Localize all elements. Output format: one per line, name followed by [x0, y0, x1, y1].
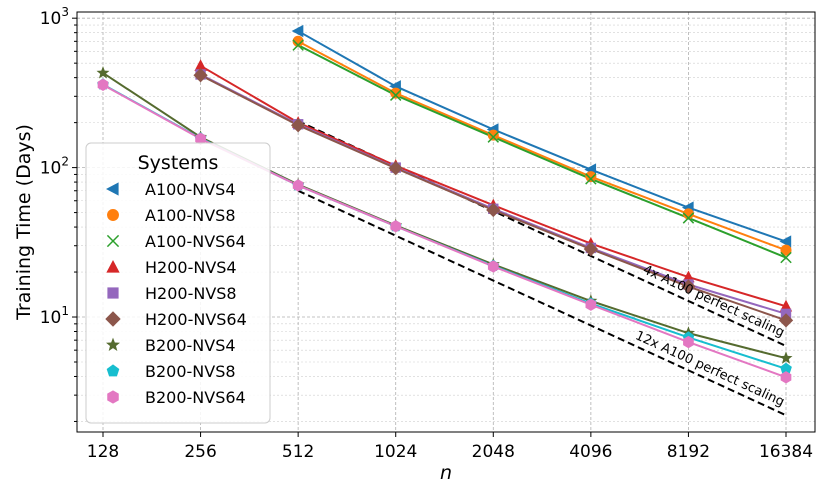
- x-tick-label: 8192: [667, 442, 710, 462]
- y-tick-label: 103: [40, 5, 69, 29]
- x-tick-label: 1024: [374, 442, 417, 462]
- x-tick-label: 4096: [569, 442, 612, 462]
- legend-entry: A100-NVS8: [107, 206, 236, 225]
- x-stroke: [106, 234, 120, 248]
- data-point: [107, 209, 119, 221]
- data-point: [681, 279, 696, 294]
- data-point: [780, 371, 792, 384]
- legend-entry: H200-NVS4: [106, 258, 237, 277]
- data-point: [779, 235, 792, 248]
- data-point: [780, 244, 792, 256]
- data-point: [585, 173, 597, 185]
- data-point: [106, 234, 120, 248]
- data-point: [390, 220, 402, 233]
- y-tick-label: 101: [40, 304, 69, 328]
- data-point: [778, 313, 794, 328]
- data-point: [106, 364, 120, 377]
- legend-entry: H200-NVS8: [107, 284, 237, 303]
- x-stroke: [780, 251, 792, 264]
- data-point: [780, 362, 792, 374]
- y-tick-label: 102: [40, 155, 69, 179]
- legend-entry: A100-NVS4: [106, 180, 236, 199]
- data-point: [486, 202, 501, 218]
- x-tick-label: 128: [87, 442, 119, 462]
- legend-entry: B200-NVS4: [106, 336, 236, 355]
- legend-entries: A100-NVS4 A100-NVS8 A100-NVS64 H200-NVS4 H20…: [105, 180, 247, 407]
- x-axis-ticks: 128 256 512 1024 2048 4096 8192 16384: [87, 432, 813, 462]
- reference-line: [297, 189, 787, 417]
- plot-frame: [76, 11, 816, 433]
- data-point: [292, 179, 304, 192]
- x-axis-label: n: [440, 462, 452, 484]
- data-point: [583, 241, 599, 257]
- data-point: [107, 390, 119, 404]
- legend-label: A100-NVS4: [145, 180, 236, 199]
- legend-title: Systems: [138, 152, 219, 174]
- x-stroke: [682, 212, 695, 224]
- data-point: [585, 298, 597, 311]
- x-stroke: [292, 39, 304, 51]
- data-point: [291, 24, 304, 38]
- data-point: [107, 287, 119, 299]
- data-point: [487, 129, 499, 141]
- data-point: [780, 251, 792, 264]
- data-point: [487, 131, 500, 143]
- data-point: [105, 311, 121, 327]
- x-tick-label: 256: [184, 442, 216, 462]
- x-tick-label: 512: [282, 442, 314, 462]
- legend-label: A100-NVS64: [145, 232, 246, 251]
- data-point: [682, 208, 694, 220]
- legend-entry: A100-NVS64: [106, 232, 246, 251]
- data-point: [585, 171, 597, 183]
- data-point: [96, 66, 110, 79]
- data-point: [683, 335, 694, 349]
- legend-entry: B200-NVS64: [107, 388, 246, 407]
- series-markers: [96, 24, 794, 384]
- legend-label: H200-NVS4: [145, 258, 237, 277]
- series-line: [297, 30, 787, 243]
- y-axis-ticks: 101 102 103: [40, 5, 77, 422]
- legend: Systems A100-NVS4 A100-NVS8 A100-NVS64 H200…: [85, 142, 271, 424]
- legend-label: B200-NVS8: [145, 362, 236, 381]
- x-tick-label: 2048: [472, 442, 515, 462]
- data-point: [389, 89, 402, 101]
- x-stroke: [585, 173, 597, 185]
- data-point: [290, 118, 306, 133]
- data-point: [779, 299, 793, 312]
- data-point: [292, 35, 304, 47]
- y-axis-label: Training Time (Days): [13, 124, 35, 321]
- data-point: [682, 212, 695, 224]
- x-tick-label: 16384: [759, 442, 813, 462]
- data-point: [194, 59, 207, 72]
- data-point: [106, 260, 120, 273]
- legend-label: A100-NVS8: [145, 206, 236, 225]
- x-stroke: [389, 89, 402, 101]
- x-stroke: [487, 131, 500, 143]
- legend-label: B200-NVS4: [145, 336, 236, 355]
- legend-entry: B200-NVS8: [106, 362, 236, 381]
- legend-label: H200-NVS8: [145, 284, 237, 303]
- series-line: [297, 40, 787, 252]
- data-point: [195, 132, 206, 145]
- data-point: [292, 39, 304, 51]
- legend-entry: H200-NVS64: [105, 310, 247, 329]
- legend-label: H200-NVS64: [145, 310, 247, 329]
- data-point: [97, 78, 109, 92]
- data-point: [106, 182, 119, 196]
- data-point: [388, 161, 403, 176]
- data-point: [779, 351, 793, 364]
- data-point: [487, 260, 499, 273]
- data-point: [106, 337, 120, 351]
- data-point: [390, 87, 402, 99]
- series-line: [297, 44, 787, 259]
- legend-box: [85, 142, 271, 424]
- legend-label: B200-NVS64: [145, 388, 246, 407]
- data-point: [193, 68, 208, 83]
